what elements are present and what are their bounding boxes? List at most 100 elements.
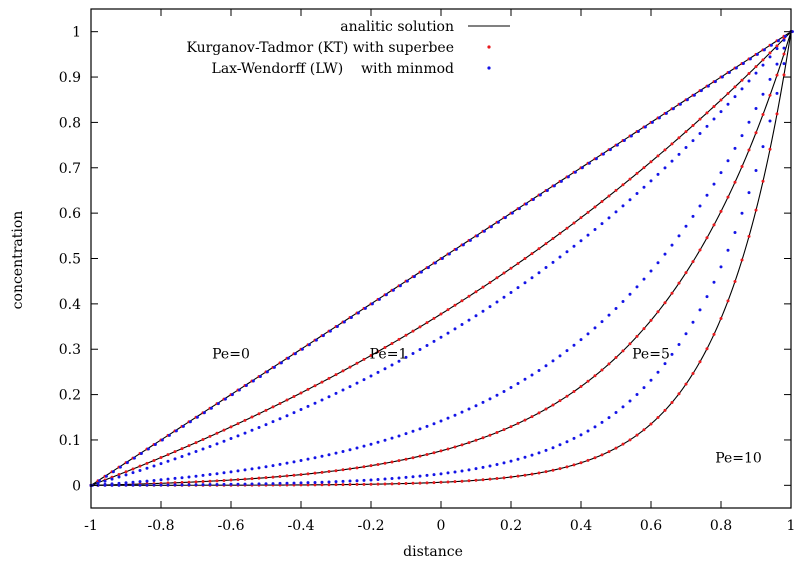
kt-point bbox=[530, 252, 534, 256]
kt-point bbox=[747, 71, 751, 75]
kt-point bbox=[600, 368, 604, 372]
kt-point bbox=[523, 473, 527, 477]
lw-point bbox=[307, 343, 311, 347]
kt-point bbox=[782, 52, 786, 56]
kt-point bbox=[530, 415, 534, 419]
lw-point bbox=[299, 459, 303, 463]
kt-point bbox=[341, 468, 345, 472]
lw-point bbox=[552, 184, 556, 188]
kt-point bbox=[320, 380, 324, 384]
lw-point bbox=[692, 93, 696, 97]
curve-label: Pe=0 bbox=[212, 346, 250, 362]
lw-point bbox=[713, 80, 717, 84]
lw-point bbox=[684, 224, 688, 228]
kt-point bbox=[495, 477, 499, 481]
lw-point bbox=[293, 352, 297, 356]
lw-point bbox=[565, 349, 569, 353]
kt-point bbox=[502, 476, 506, 480]
lw-point bbox=[495, 462, 499, 466]
lw-point bbox=[439, 419, 443, 423]
kt-point bbox=[271, 475, 275, 479]
lw-point bbox=[328, 329, 332, 333]
lw-point bbox=[181, 424, 185, 428]
kt-point bbox=[677, 136, 681, 140]
kt-point bbox=[670, 400, 674, 404]
lw-point bbox=[684, 332, 688, 336]
lw-point bbox=[208, 444, 212, 448]
lw-point bbox=[649, 378, 653, 382]
lw-point bbox=[685, 98, 689, 102]
lw-point bbox=[418, 474, 422, 478]
kt-point bbox=[264, 408, 268, 412]
lw-point bbox=[748, 57, 752, 61]
lw-point bbox=[320, 454, 324, 458]
lw-point bbox=[404, 475, 408, 479]
lw-point bbox=[335, 325, 339, 329]
lw-point bbox=[530, 276, 534, 280]
lw-point bbox=[446, 471, 450, 475]
lw-point bbox=[243, 431, 247, 435]
lw-point bbox=[327, 453, 331, 457]
lw-point bbox=[467, 318, 471, 322]
lw-point bbox=[264, 423, 268, 427]
lw-point bbox=[391, 288, 395, 292]
lw-point bbox=[600, 420, 604, 424]
lw-point bbox=[132, 456, 136, 460]
lw-point bbox=[383, 477, 387, 481]
kt-point bbox=[712, 223, 716, 227]
lw-point bbox=[593, 425, 597, 429]
kt-point bbox=[257, 476, 261, 480]
lw-point bbox=[453, 470, 457, 474]
kt-point bbox=[474, 438, 478, 442]
lw-point bbox=[698, 204, 702, 208]
lw-point bbox=[629, 134, 633, 138]
lw-point bbox=[782, 38, 786, 42]
kt-point bbox=[761, 58, 765, 62]
lw-point bbox=[292, 411, 296, 415]
kt-point bbox=[663, 148, 667, 152]
lw-point bbox=[334, 480, 338, 484]
lw-point bbox=[426, 266, 430, 270]
lw-point bbox=[734, 66, 738, 70]
lw-point bbox=[502, 461, 506, 465]
lw-point bbox=[187, 475, 191, 479]
kt-point bbox=[733, 280, 737, 283]
lw-point bbox=[586, 332, 590, 336]
lw-point bbox=[138, 483, 142, 487]
lw-point bbox=[656, 370, 660, 374]
kt-point bbox=[250, 415, 254, 419]
lw-point bbox=[376, 478, 380, 482]
lw-point bbox=[341, 479, 345, 483]
lw-point bbox=[726, 102, 730, 106]
kt-point bbox=[292, 395, 296, 398]
lw-point bbox=[510, 211, 514, 215]
kt-point bbox=[369, 464, 373, 468]
lw-point bbox=[202, 411, 206, 415]
kt-point bbox=[586, 458, 590, 462]
lw-point bbox=[768, 77, 772, 81]
kt-point bbox=[278, 401, 282, 405]
lw-point bbox=[131, 483, 135, 487]
kt-point bbox=[369, 353, 373, 357]
kt-point bbox=[432, 316, 436, 320]
lw-point bbox=[432, 339, 436, 343]
kt-point bbox=[348, 365, 352, 369]
kt-point bbox=[418, 325, 422, 329]
curve-label: Pe=5 bbox=[632, 346, 670, 362]
kt-point bbox=[614, 446, 618, 450]
lw-point bbox=[222, 439, 226, 443]
lw-point bbox=[412, 275, 416, 279]
lw-point bbox=[657, 116, 661, 120]
kt-point bbox=[299, 391, 303, 395]
lw-point bbox=[110, 483, 114, 487]
kt-point bbox=[628, 342, 632, 346]
kt-point bbox=[145, 461, 149, 465]
lw-point bbox=[537, 451, 541, 455]
lw-point bbox=[439, 472, 443, 476]
lw-point bbox=[747, 191, 751, 195]
lw-point bbox=[390, 436, 394, 440]
kt-point bbox=[649, 160, 653, 164]
x-tick-label: 0.8 bbox=[710, 518, 732, 534]
lw-point bbox=[558, 255, 562, 259]
lw-point bbox=[461, 243, 465, 247]
